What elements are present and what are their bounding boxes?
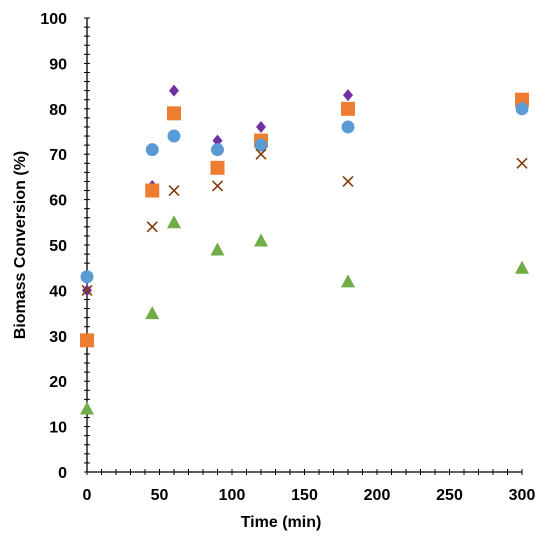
x-tick-label: 50 [151,487,169,504]
minor-ticks [84,17,523,475]
y-tick-label: 20 [49,374,67,391]
y-axis-title: Biomass Conversion (%) [12,151,29,339]
x-tick-label: 200 [364,487,391,504]
triangle-marker [210,242,225,256]
x-tick-label: 250 [436,487,463,504]
y-tick-label: 0 [58,465,67,482]
circle-marker [211,143,224,157]
cross-marker [168,184,180,197]
circle-marker [145,143,159,157]
square-marker [167,106,181,121]
square-marker [80,333,94,348]
y-tick-label: 30 [49,329,67,346]
square-marker [341,101,355,116]
cross-marker [516,157,528,169]
diamond-marker [169,84,179,97]
y-tick-label: 100 [40,11,67,28]
cross-marker [211,180,224,192]
triangle-marker [515,260,529,274]
cross-marker [146,221,158,233]
x-tick-label: 150 [291,487,318,504]
triangle-marker [254,233,268,247]
triangle-marker [167,215,181,229]
cross-marker [342,175,354,188]
square-marker [145,183,160,198]
y-tick-label: 40 [49,283,67,300]
square-marker [210,160,225,175]
x-tick-labels: 0 50 100 150 200 250 300 [83,487,536,504]
x-axis-title: Time (min) [241,514,322,531]
y-tick-label: 10 [49,420,67,437]
circle-marker [80,270,94,284]
triangle-marker [80,401,94,415]
triangle-marker [145,306,160,320]
square-marker [515,92,529,107]
y-tick-labels: 0 10 20 30 40 50 60 70 80 90 100 [40,11,67,482]
axes [86,18,522,473]
circle-marker [167,129,181,143]
diamond-marker [343,89,353,102]
y-tick-label: 60 [49,193,67,210]
x-tick-label: 300 [509,487,536,504]
x-tick-label: 100 [219,487,246,504]
y-tick-label: 50 [49,238,67,255]
y-tick-label: 80 [49,102,67,119]
y-tick-label: 70 [49,147,67,164]
circle-marker [341,120,355,134]
diamond-marker [212,134,223,147]
y-tick-label: 90 [49,56,67,73]
triangle-marker [341,274,355,288]
circle-marker [254,138,268,152]
data-markers [80,84,529,415]
cross-marker [255,148,267,160]
x-tick-label: 0 [83,487,92,504]
cross-marker [81,284,93,296]
circle-marker [515,102,529,116]
diamond-marker [256,120,266,133]
